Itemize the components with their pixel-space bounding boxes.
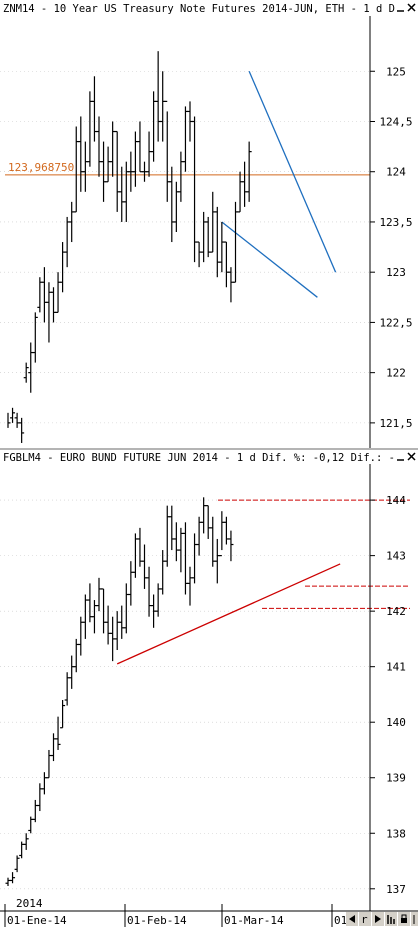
p1-ohlc-bar bbox=[32, 312, 38, 363]
p1-ohlc-bar bbox=[19, 417, 25, 443]
p1-ohlc-bar bbox=[10, 407, 16, 423]
p2-trendlines[interactable] bbox=[116, 563, 341, 665]
p2-ohlc-bar bbox=[23, 833, 29, 850]
p1-y-tick-label: 121,5 bbox=[379, 417, 412, 430]
p1-ohlc-bar bbox=[246, 141, 252, 202]
p1-trendline[interactable] bbox=[221, 221, 318, 298]
p1-y-tick-label: 125 bbox=[386, 65, 406, 78]
p1-ohlc-bar bbox=[23, 362, 29, 383]
p1-price-line-label: 123,968750 bbox=[8, 161, 74, 174]
p2-y-tick-label: 142 bbox=[386, 605, 406, 618]
p2-y-tick-label: 143 bbox=[386, 550, 406, 563]
x-axis-year-label: 2014 bbox=[16, 897, 43, 910]
bars-icon[interactable] bbox=[385, 912, 397, 926]
p2-minimize-icon[interactable] bbox=[396, 451, 405, 462]
p2-y-tick-label: 141 bbox=[386, 661, 406, 674]
p1-y-tick-label: 122 bbox=[386, 367, 406, 380]
p2-y-tick-label: 140 bbox=[386, 716, 406, 729]
p2-y-tick-label: 144 bbox=[386, 494, 406, 507]
p2-trendline[interactable] bbox=[116, 563, 341, 665]
p1-y-tick-label: 124,5 bbox=[379, 115, 412, 128]
p2-ohlc-bar bbox=[10, 872, 16, 884]
x-tick-label: 01-Feb-14 bbox=[127, 914, 187, 927]
scroll-left-icon[interactable] bbox=[346, 912, 358, 926]
p1-y-tick-label: 124 bbox=[386, 166, 406, 179]
p1-y-tick-label: 122,5 bbox=[379, 316, 412, 329]
p2-horizontal-lines[interactable] bbox=[218, 499, 410, 609]
scroll-right-icon[interactable]: r bbox=[359, 912, 371, 926]
p1-trendlines[interactable] bbox=[221, 70, 337, 298]
p1-y-axis-ticks: 125 124,5 124 123,5 123 122,5 122 121,5 bbox=[370, 65, 413, 430]
x-tick-label: 01-Mar-14 bbox=[224, 914, 284, 927]
x-tick-label: 01-Ene-14 bbox=[7, 914, 67, 927]
p2-ohlc-bar bbox=[228, 530, 234, 562]
p1-price-bars bbox=[7, 51, 252, 443]
zoom-icon[interactable] bbox=[372, 912, 384, 926]
x-tick-label: 01 bbox=[334, 914, 347, 927]
p2-ohlc-bar bbox=[14, 855, 20, 873]
chart-panel-znm14[interactable]: 123,968750 125124,5124123,5123122,512212… bbox=[0, 0, 418, 448]
p2-price-bars bbox=[5, 497, 234, 887]
p2-title-bar bbox=[0, 450, 418, 464]
p1-ohlc-bar bbox=[7, 412, 11, 428]
chart-panel-fgblm4[interactable]: 144 143 142 141 140 139 138 137 FGBLM4 - EURO B… bbox=[0, 450, 418, 911]
svg-text:r: r bbox=[361, 913, 368, 926]
x-axis-strip bbox=[0, 911, 418, 927]
p1-title-bar bbox=[0, 0, 418, 16]
p1-close-icon[interactable] bbox=[406, 2, 417, 13]
p1-trendline[interactable] bbox=[248, 70, 337, 273]
p1-y-tick-label: 123 bbox=[386, 266, 406, 279]
p1-minimize-icon[interactable] bbox=[396, 2, 405, 13]
p2-close-icon[interactable] bbox=[406, 451, 417, 462]
p2-y-axis-ticks: 144 143 142 141 140 139 138 137 bbox=[370, 494, 406, 896]
scroll-end-icon[interactable] bbox=[411, 912, 418, 926]
lock-icon[interactable] bbox=[398, 912, 410, 926]
p2-y-tick-label: 139 bbox=[386, 772, 406, 785]
p2-y-tick-label: 138 bbox=[386, 827, 406, 840]
panel-divider[interactable] bbox=[0, 448, 418, 450]
p2-ohlc-bar bbox=[60, 699, 66, 729]
p2-chart-title: FGBLM4 - EURO BUND FUTURE JUN 2014 - 1 d… bbox=[3, 452, 395, 464]
p1-y-tick-label: 123,5 bbox=[379, 216, 412, 229]
p1-price-line[interactable]: 123,968750 bbox=[5, 161, 370, 176]
p2-ohlc-bar bbox=[55, 716, 61, 750]
p1-chart-title: ZNM14 - 10 Year US Treasury Note Futures… bbox=[3, 3, 395, 15]
x-axis[interactable]: 01-Ene-14 01-Feb-14 01-Mar-14 01 r bbox=[0, 904, 418, 927]
p2-y-tick-label: 137 bbox=[386, 883, 406, 896]
x-axis-ticks: 01-Ene-14 01-Feb-14 01-Mar-14 01 bbox=[4, 904, 347, 927]
